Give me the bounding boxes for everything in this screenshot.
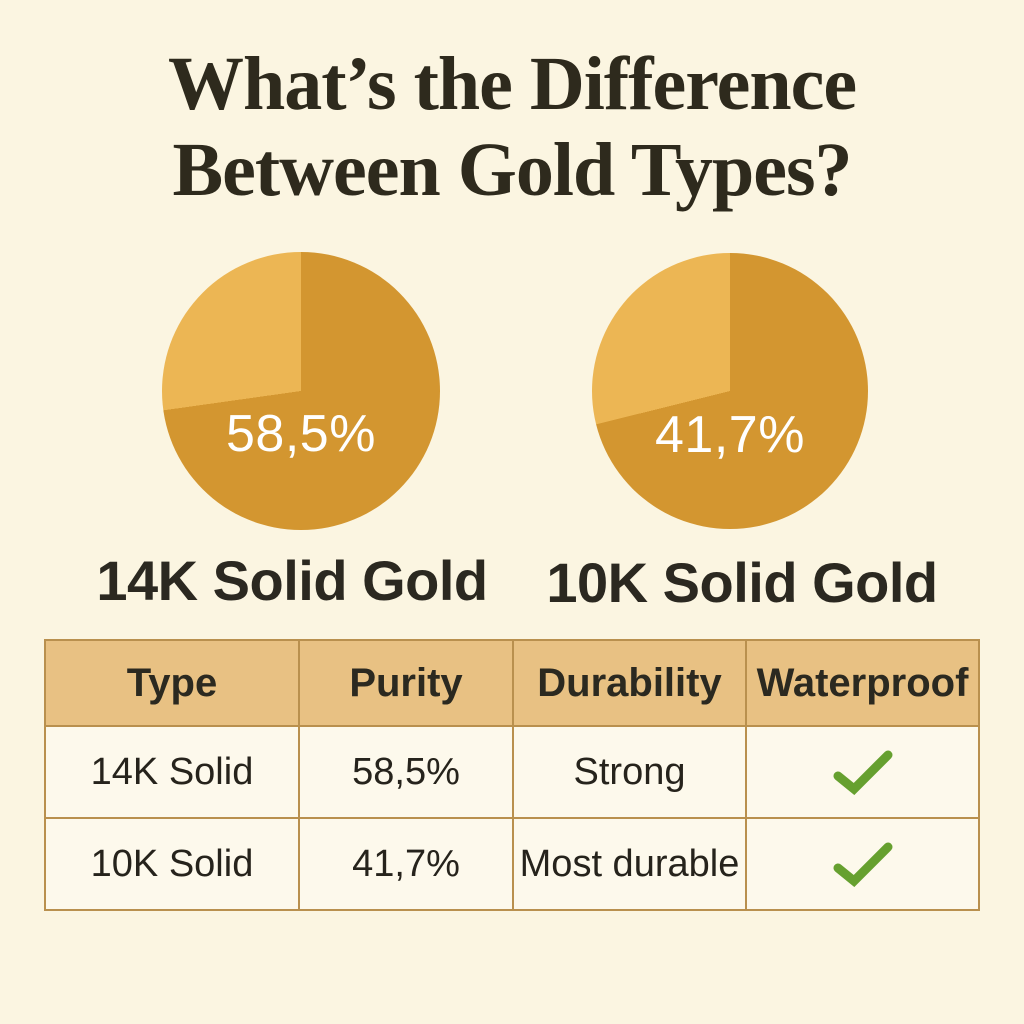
cell-purity-10k: 41,7%	[298, 817, 514, 911]
cell-durability-14k: Strong	[512, 725, 747, 819]
cell-type-10k: 10K Solid	[44, 817, 300, 911]
cell-waterproof-14k	[745, 725, 980, 819]
pie-chart-14k: 58,5%	[162, 252, 440, 530]
page-title: What’s the Difference Between Gold Types…	[0, 42, 1024, 214]
checkmark-icon	[833, 750, 892, 795]
page-title-line1: What’s the Difference	[167, 42, 857, 126]
cell-type-14k: 14K Solid	[44, 725, 300, 819]
cell-purity-14k: 58,5%	[298, 725, 514, 819]
header-type: Type	[44, 639, 300, 727]
pie-10k-caption: 10K Solid Gold	[546, 551, 938, 614]
pie-10k-percent-label: 41,7%	[655, 406, 805, 464]
pie-14k-percent-label: 58,5%	[226, 405, 376, 463]
pie-14k-caption: 14K Solid Gold	[96, 549, 488, 612]
table-row: 14K Solid 58,5% Strong	[44, 725, 980, 819]
table-row: 10K Solid 41,7% Most durable	[44, 817, 980, 911]
table-header-row: Type Purity Durability Waterproof	[44, 639, 980, 727]
page-title-line2: Between Gold Types?	[172, 127, 852, 212]
comparison-table: Type Purity Durability Waterproof 14K So…	[44, 639, 980, 911]
pie-chart-10k: 41,7%	[592, 253, 868, 529]
header-durability: Durability	[512, 639, 747, 727]
header-waterproof: Waterproof	[745, 639, 980, 727]
cell-durability-10k: Most durable	[512, 817, 747, 911]
checkmark-icon	[833, 842, 892, 887]
header-purity: Purity	[298, 639, 514, 727]
cell-waterproof-10k	[745, 817, 980, 911]
